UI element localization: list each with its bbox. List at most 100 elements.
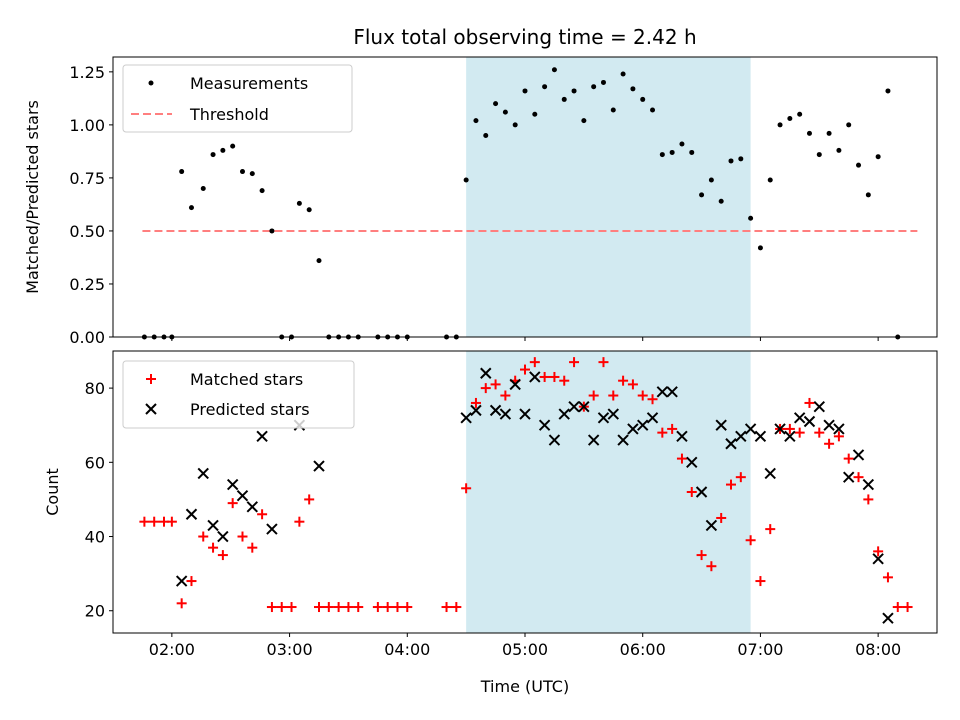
matched-star-point <box>441 602 452 613</box>
predicted-star-point <box>813 400 825 413</box>
measurement-point <box>650 107 656 113</box>
matched-star-point <box>149 516 160 527</box>
matched-star-point <box>569 357 580 368</box>
legend-threshold-label: Threshold <box>189 105 269 124</box>
predicted-star-point <box>236 490 249 502</box>
predicted-star-point <box>852 449 865 461</box>
matched-star-point <box>286 602 297 613</box>
bottom-legend-box <box>122 360 355 429</box>
matched-star-point <box>686 487 697 497</box>
top-y-ticks: 0.00 0.25 0.50 0.75 1.00 1.25 <box>69 63 113 347</box>
measurement-point <box>777 122 783 128</box>
matched-star-point <box>227 498 238 509</box>
legend-predicted-marker <box>145 403 157 415</box>
measurement-point <box>856 162 862 168</box>
measurement-point <box>200 186 206 192</box>
predicted-star-point <box>529 371 541 383</box>
matched-star-point <box>539 371 550 382</box>
predicted-star-point <box>862 478 875 491</box>
matched-star-point <box>726 479 736 490</box>
measurement-point <box>473 118 479 124</box>
matched-star-point <box>794 427 805 438</box>
matched-star-point <box>637 390 648 401</box>
matched-star-point <box>176 598 187 609</box>
matched-star-point <box>314 602 324 613</box>
matched-star-point <box>372 602 383 613</box>
matched-star-point <box>588 390 599 401</box>
matched-star-point <box>304 494 315 505</box>
measurement-point <box>640 96 646 102</box>
top-y-tick-label: 0.25 <box>69 275 105 294</box>
predicted-star-point <box>833 423 845 435</box>
measurement-point <box>306 207 312 213</box>
bottom-legend: Matched stars Predicted stars <box>122 360 355 429</box>
chart-title: Flux total observing time = 2.42 h <box>353 25 696 49</box>
top-y-tick-label: 0.00 <box>69 328 105 347</box>
predicted-star-point <box>197 467 209 480</box>
predicted-star-point <box>607 408 619 420</box>
measurement-point <box>179 169 185 175</box>
predicted-star-point <box>784 430 796 443</box>
matched-star-point <box>765 524 776 535</box>
matched-star-point <box>276 602 287 613</box>
predicted-star-point <box>695 486 708 498</box>
top-shaded-span <box>466 57 751 337</box>
matched-star-point <box>647 394 658 405</box>
measurement-point <box>797 111 803 117</box>
x-tick-label: 05:00 <box>502 640 548 659</box>
matched-star-point <box>323 602 334 613</box>
measurement-point <box>846 122 852 128</box>
matched-star-point <box>392 602 403 613</box>
predicted-star-point <box>499 408 512 420</box>
x-tick-label: 08:00 <box>855 640 901 659</box>
bottom-y-axis-label: Count <box>43 468 62 516</box>
predicted-star-point <box>460 412 472 424</box>
measurement-point <box>483 132 489 138</box>
predicted-star-point <box>843 471 855 483</box>
measurement-point <box>591 84 597 90</box>
x-tick-label: 06:00 <box>620 640 666 659</box>
predicted-star-point <box>725 438 737 450</box>
matched-star-point <box>529 357 540 368</box>
measurement-point <box>885 88 891 94</box>
predicted-stars-points <box>175 367 894 624</box>
measurement-point <box>816 152 822 158</box>
bottom-y-tick-label: 80 <box>85 379 105 398</box>
x-tick-label: 03:00 <box>267 640 313 659</box>
predicted-star-point <box>207 519 219 532</box>
matched-star-point <box>333 602 344 613</box>
predicted-star-point <box>646 412 659 424</box>
matched-star-point <box>804 397 815 408</box>
matched-star-point <box>208 542 219 553</box>
matched-star-point <box>490 379 501 390</box>
matched-star-point <box>706 561 717 572</box>
measurement-point <box>875 154 881 160</box>
matched-star-point <box>266 602 277 613</box>
matched-star-point <box>608 390 619 401</box>
top-y-tick-label: 1.00 <box>69 116 105 135</box>
legend-measurements-label: Measurements <box>190 74 308 93</box>
matched-star-point <box>735 472 746 483</box>
legend-matched-marker <box>146 374 156 384</box>
measurement-point <box>767 177 773 183</box>
legend-matched-label: Matched stars <box>190 370 303 389</box>
measurement-point <box>581 118 587 124</box>
predicted-star-point <box>754 430 767 443</box>
measurement-point <box>836 147 842 153</box>
matched-star-point <box>186 576 197 587</box>
matched-star-point <box>892 602 903 613</box>
measurement-point <box>493 101 499 107</box>
matched-star-point <box>217 550 228 561</box>
measurement-point <box>826 130 832 136</box>
matched-star-point <box>873 546 884 557</box>
predicted-star-point <box>246 501 259 513</box>
measurement-point <box>718 198 724 204</box>
x-tick-label: 02:00 <box>149 640 195 659</box>
x-tick-label: 07:00 <box>737 640 783 659</box>
predicted-star-point <box>627 423 639 435</box>
matched-star-point <box>745 535 756 546</box>
measurement-point <box>502 109 508 115</box>
matched-star-point <box>833 431 844 442</box>
matched-star-point <box>166 516 177 527</box>
